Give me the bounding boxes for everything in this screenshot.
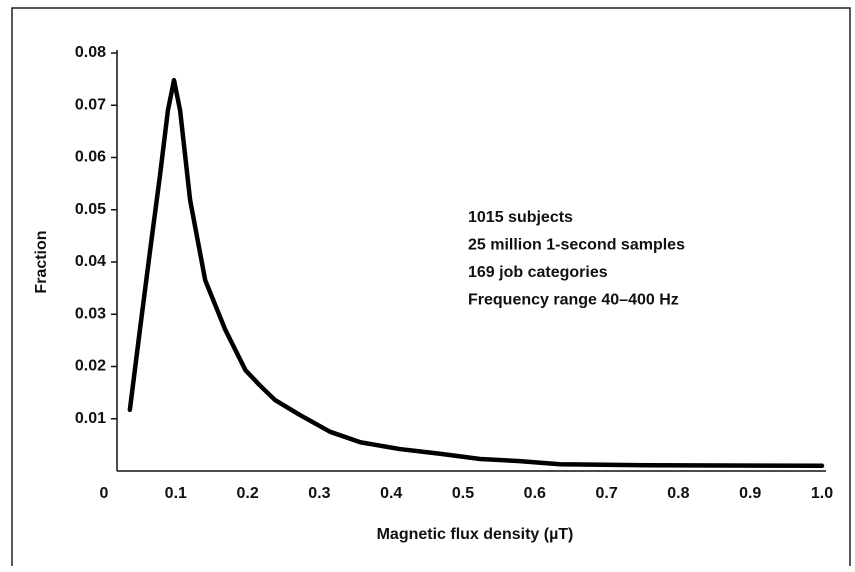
- x-tick-label: 0.5: [452, 485, 474, 502]
- y-tick-label: 0.04: [75, 253, 106, 270]
- y-axis-label: Fraction: [33, 230, 50, 293]
- x-tick-label: 0.9: [739, 485, 761, 502]
- x-axis-label: Magnetic flux density (µT): [377, 526, 574, 543]
- x-tick-label: 0.1: [165, 485, 187, 502]
- x-tick-label: 0.8: [667, 485, 689, 502]
- x-tick-label: 0.4: [380, 485, 402, 502]
- annotation: 169 job categories: [468, 264, 608, 281]
- x-tick-label: 0.6: [524, 485, 546, 502]
- y-tick-label: 0.01: [75, 410, 106, 427]
- annotation: Frequency range 40–400 Hz: [468, 292, 679, 309]
- y-tick-label: 0.07: [75, 96, 106, 113]
- x-tick-label: 0.7: [595, 485, 617, 502]
- y-tick-label: 0.03: [75, 305, 106, 322]
- y-tick-label: 0.05: [75, 201, 106, 218]
- data-line: [127, 77, 825, 469]
- frame: [11, 7, 851, 566]
- y-tick-label: 0.02: [75, 358, 106, 375]
- x-tick-label: 1.0: [811, 485, 833, 502]
- annotation: 25 million 1-second samples: [468, 237, 685, 254]
- x-tick-label: 0: [100, 485, 109, 502]
- x-tick-label: 0.3: [308, 485, 330, 502]
- y-tick-label: 0.08: [75, 44, 106, 61]
- x-tick-label: 0.2: [236, 485, 258, 502]
- annotation: 1015 subjects: [468, 209, 573, 226]
- y-tick-label: 0.06: [75, 149, 106, 166]
